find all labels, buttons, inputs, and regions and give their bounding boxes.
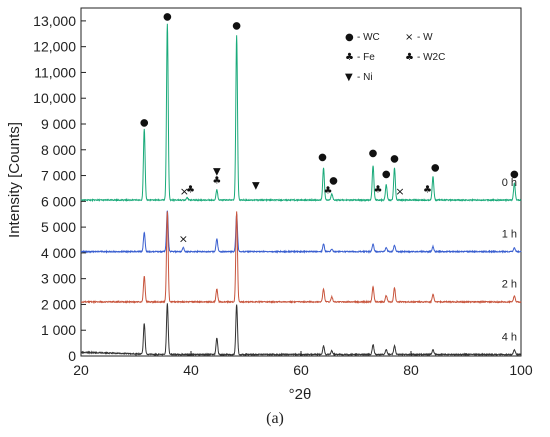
plot-area bbox=[80, 7, 522, 357]
phase-marker: ● bbox=[329, 175, 338, 186]
legend-label: - WC bbox=[357, 32, 380, 43]
phase-marker: ♣ bbox=[212, 175, 221, 186]
annotation-layer: ●●×♣▼♣●▼●♣●●♣●●× ♣●●× bbox=[140, 12, 519, 246]
y-tick-label: 1 000 bbox=[41, 322, 76, 338]
legend-marker: ♣ bbox=[405, 52, 414, 63]
phase-marker: ▼ bbox=[252, 180, 260, 191]
y-tick-label: 8 000 bbox=[41, 142, 76, 158]
legend-marker: ● bbox=[345, 32, 354, 43]
y-axis-title: Intensity [Counts] bbox=[6, 122, 23, 238]
phase-marker: ● bbox=[382, 169, 391, 180]
axes-layer: 20 40 60 80 100 0 1 000 2 000 3 000 4 000 5 000 6 0… bbox=[33, 13, 533, 378]
legend-marker: ▼ bbox=[345, 72, 353, 83]
y-tick-label: 2 000 bbox=[41, 296, 76, 312]
legend-label: - W2C bbox=[417, 52, 445, 63]
phase-marker: ● bbox=[431, 162, 440, 173]
y-tick-label: 7 000 bbox=[41, 168, 76, 184]
legend-item: ▼ - Ni bbox=[345, 72, 373, 83]
y-tick-label: 3 000 bbox=[41, 271, 76, 287]
legend-item: ♣ - Fe bbox=[345, 52, 375, 63]
x-tick-label: 100 bbox=[509, 362, 533, 378]
legend-item: ● - WC bbox=[345, 32, 380, 43]
phase-marker: ▼ bbox=[213, 166, 221, 177]
figure-caption: (a) bbox=[266, 410, 284, 427]
x-tick-label: 40 bbox=[183, 362, 199, 378]
legend: ● - WC × - W♣ - Fe ♣ - W2C▼ - Ni bbox=[345, 32, 445, 83]
series-line-1h bbox=[80, 210, 522, 254]
phase-marker: ● bbox=[390, 153, 399, 164]
series-line-4h bbox=[80, 303, 522, 357]
series-line-0h bbox=[80, 23, 522, 203]
phase-marker: × bbox=[179, 233, 188, 246]
y-tick-label: 6 000 bbox=[41, 193, 76, 209]
legend-item: × - W bbox=[405, 32, 433, 43]
phase-marker: ♣ bbox=[323, 186, 332, 197]
series-label: 1 h bbox=[502, 228, 517, 240]
series-label: 4 h bbox=[502, 331, 517, 343]
phase-marker: ● bbox=[140, 117, 149, 128]
phase-marker: × bbox=[180, 185, 189, 198]
series-label: 0 h bbox=[502, 177, 517, 189]
x-tick-label: 20 bbox=[73, 362, 89, 378]
x-tick-label: 80 bbox=[403, 362, 419, 378]
x-axis-title: °2θ bbox=[289, 386, 312, 403]
phase-marker: × bbox=[395, 185, 404, 198]
y-tick-label: 5 000 bbox=[41, 219, 76, 235]
series-label: 2 h bbox=[502, 279, 517, 291]
legend-item: ♣ - W2C bbox=[405, 52, 445, 63]
plot-frame bbox=[80, 7, 522, 357]
y-tick-label: 9 000 bbox=[41, 116, 76, 132]
phase-marker: ● bbox=[369, 148, 378, 159]
y-tick-label: 11,000 bbox=[34, 64, 76, 80]
y-tick-label: 12,000 bbox=[33, 39, 76, 55]
phase-marker: ● bbox=[510, 169, 519, 180]
legend-marker: × bbox=[405, 32, 413, 43]
legend-marker: ♣ bbox=[345, 52, 354, 63]
legend-label: - Ni bbox=[357, 72, 373, 83]
phase-marker: ● bbox=[232, 21, 241, 32]
phase-marker: ♣ bbox=[186, 184, 195, 195]
series-layer: 0 h 1 h 2 h 4 h bbox=[80, 23, 522, 357]
phase-marker: ♣ bbox=[423, 184, 432, 195]
series-line-2h bbox=[80, 211, 522, 305]
phase-marker: ● bbox=[163, 12, 172, 23]
y-tick-label: 13,000 bbox=[33, 13, 76, 29]
legend-label: - W bbox=[417, 32, 433, 43]
y-tick-label: 4 000 bbox=[41, 245, 76, 261]
phase-marker: ● bbox=[318, 152, 327, 163]
y-tick-label: 0 bbox=[68, 348, 76, 364]
y-tick-label: 10,000 bbox=[33, 90, 76, 106]
phase-marker: ♣ bbox=[374, 184, 383, 195]
legend-label: - Fe bbox=[357, 52, 375, 63]
x-tick-label: 60 bbox=[293, 362, 309, 378]
